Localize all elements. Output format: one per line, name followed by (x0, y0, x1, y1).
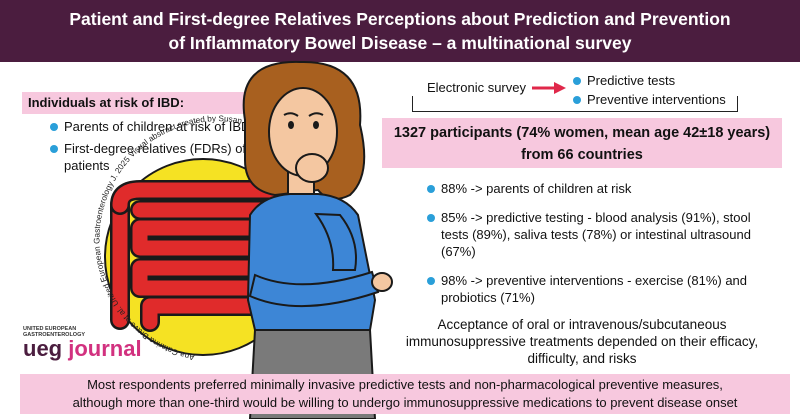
findings-list: 88% -> parents of children at risk 85% -… (427, 180, 777, 318)
list-item: Preventive interventions (573, 91, 773, 108)
conclusion-box: Most respondents preferred minimally inv… (20, 374, 790, 414)
logo-small-line-1: UNITED EUROPEAN (23, 326, 77, 332)
conclusion-line-2: although more than one-third would be wi… (72, 395, 738, 410)
title-banner: Patient and First-degree Relatives Perce… (0, 0, 800, 62)
acceptance-text: Acceptance of oral or intravenous/subcut… (405, 317, 759, 366)
list-item: 98% -> preventive interventions - exerci… (427, 272, 777, 306)
survey-list: Predictive tests Preventive intervention… (573, 72, 773, 110)
arrow-right-icon (532, 82, 566, 94)
logo-small-line-2: GASTROENTEROLOGY (23, 332, 86, 338)
bullet-icon (573, 96, 581, 104)
participants-line-1: 1327 participants (74% women, mean age 4… (393, 125, 771, 141)
thinking-person-illustration (242, 60, 393, 419)
bullet-icon (427, 185, 435, 193)
bullet-icon (427, 214, 435, 222)
list-item: 88% -> parents of children at risk (427, 180, 777, 197)
list-item: 85% -> predictive testing - blood analys… (427, 209, 777, 260)
conclusion-line-1: Most respondents preferred minimally inv… (87, 377, 723, 392)
list-item: Parents of children at risk of IBD (50, 118, 290, 135)
ueg-journal-logo: UNITED EUROPEAN GASTROENTEROLOGY ueg jou… (23, 326, 142, 360)
bullet-icon (427, 277, 435, 285)
participants-line-2: from 66 countries (521, 147, 643, 163)
bracket-divider (412, 96, 738, 112)
title-line-1: Patient and First-degree Relatives Perce… (69, 9, 731, 29)
risk-group-list: Parents of children at risk of IBD First… (50, 118, 290, 179)
bullet-icon (573, 77, 581, 85)
participants-box: 1327 participants (74% women, mean age 4… (382, 118, 782, 168)
bullet-icon (50, 123, 58, 131)
bullet-icon (50, 145, 58, 153)
survey-label: Electronic survey (427, 80, 526, 95)
list-item: First-degree relatives (FDRs) of IBD pat… (50, 140, 290, 174)
logo-wordmark: ueg journal (23, 336, 142, 361)
list-item: Predictive tests (573, 72, 773, 89)
title-line-2: of Inflammatory Bowel Disease – a multin… (168, 33, 632, 53)
